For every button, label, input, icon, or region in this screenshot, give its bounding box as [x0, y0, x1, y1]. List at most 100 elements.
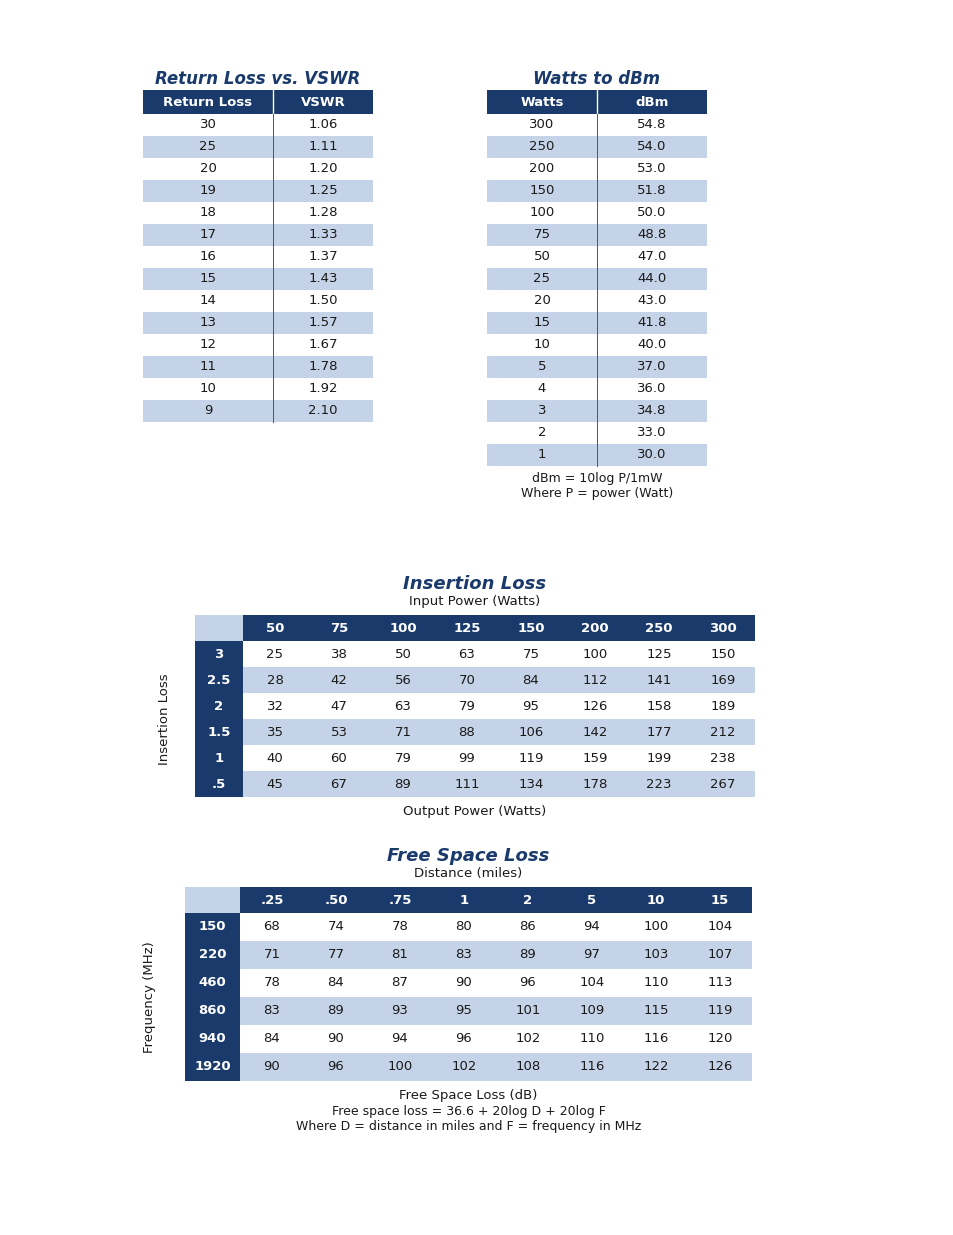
Bar: [432, 997, 496, 1025]
Bar: [562, 771, 626, 797]
Bar: [597, 224, 706, 246]
Text: 80: 80: [456, 920, 472, 934]
Text: 28: 28: [266, 673, 283, 687]
Bar: [185, 887, 240, 913]
Bar: [597, 356, 706, 378]
Bar: [371, 641, 435, 667]
Bar: [240, 969, 304, 997]
Bar: [273, 333, 373, 356]
Bar: [240, 913, 304, 941]
Bar: [304, 913, 368, 941]
Text: Output Power (Watts): Output Power (Watts): [403, 805, 546, 818]
Bar: [486, 400, 597, 422]
Text: 50: 50: [533, 251, 550, 263]
Text: 38: 38: [331, 647, 347, 661]
Bar: [486, 268, 597, 290]
Text: 48.8: 48.8: [637, 228, 666, 242]
Bar: [486, 224, 597, 246]
Bar: [273, 203, 373, 224]
Text: 30: 30: [199, 119, 216, 131]
Text: 116: 116: [578, 1061, 604, 1073]
Bar: [486, 136, 597, 158]
Text: 89: 89: [327, 1004, 344, 1018]
Bar: [496, 1025, 559, 1053]
Bar: [143, 356, 273, 378]
Bar: [194, 771, 243, 797]
Bar: [371, 745, 435, 771]
Bar: [562, 693, 626, 719]
Bar: [597, 90, 706, 114]
Bar: [243, 641, 307, 667]
Bar: [687, 1025, 751, 1053]
Bar: [432, 887, 496, 913]
Text: 250: 250: [529, 141, 554, 153]
Bar: [559, 1053, 623, 1081]
Text: 50: 50: [266, 621, 284, 635]
Text: 100: 100: [642, 920, 668, 934]
Text: Distance (miles): Distance (miles): [414, 867, 522, 881]
Bar: [690, 719, 754, 745]
Text: 267: 267: [710, 778, 735, 790]
Text: 150: 150: [529, 184, 554, 198]
Text: 2.10: 2.10: [308, 405, 337, 417]
Bar: [273, 312, 373, 333]
Text: 43.0: 43.0: [637, 294, 666, 308]
Bar: [597, 333, 706, 356]
Text: 96: 96: [327, 1061, 344, 1073]
Text: 53: 53: [330, 725, 347, 739]
Bar: [273, 290, 373, 312]
Bar: [143, 136, 273, 158]
Text: 125: 125: [453, 621, 480, 635]
Bar: [143, 312, 273, 333]
Text: 2.5: 2.5: [207, 673, 231, 687]
Bar: [185, 1053, 240, 1081]
Bar: [194, 693, 243, 719]
Text: 71: 71: [395, 725, 411, 739]
Text: 460: 460: [198, 977, 226, 989]
Bar: [273, 136, 373, 158]
Bar: [597, 158, 706, 180]
Bar: [243, 615, 307, 641]
Bar: [185, 997, 240, 1025]
Text: 103: 103: [642, 948, 668, 962]
Text: dBm = 10log P/1mW: dBm = 10log P/1mW: [531, 472, 661, 485]
Text: .50: .50: [324, 893, 348, 906]
Text: 47: 47: [331, 699, 347, 713]
Text: 1.50: 1.50: [308, 294, 337, 308]
Bar: [496, 997, 559, 1025]
Text: 104: 104: [578, 977, 604, 989]
Text: 96: 96: [519, 977, 536, 989]
Text: Return Loss vs. VSWR: Return Loss vs. VSWR: [155, 70, 360, 88]
Bar: [597, 312, 706, 333]
Text: 1: 1: [214, 752, 223, 764]
Text: 109: 109: [578, 1004, 604, 1018]
Text: 1.5: 1.5: [207, 725, 231, 739]
Text: 13: 13: [199, 316, 216, 330]
Text: 78: 78: [263, 977, 280, 989]
Bar: [559, 969, 623, 997]
Text: 116: 116: [642, 1032, 668, 1046]
Bar: [273, 90, 373, 114]
Bar: [486, 246, 597, 268]
Bar: [496, 1053, 559, 1081]
Text: 860: 860: [198, 1004, 226, 1018]
Bar: [626, 667, 690, 693]
Text: 1.43: 1.43: [308, 273, 337, 285]
Text: 150: 150: [710, 647, 735, 661]
Text: 1.33: 1.33: [308, 228, 337, 242]
Bar: [562, 667, 626, 693]
Bar: [143, 400, 273, 422]
Text: 5: 5: [587, 893, 596, 906]
Bar: [307, 693, 371, 719]
Bar: [597, 290, 706, 312]
Bar: [486, 114, 597, 136]
Text: 99: 99: [458, 752, 475, 764]
Text: Insertion Loss: Insertion Loss: [158, 673, 172, 764]
Bar: [597, 180, 706, 203]
Bar: [243, 693, 307, 719]
Bar: [304, 969, 368, 997]
Text: .75: .75: [388, 893, 412, 906]
Text: 32: 32: [266, 699, 283, 713]
Bar: [486, 445, 597, 466]
Bar: [623, 969, 687, 997]
